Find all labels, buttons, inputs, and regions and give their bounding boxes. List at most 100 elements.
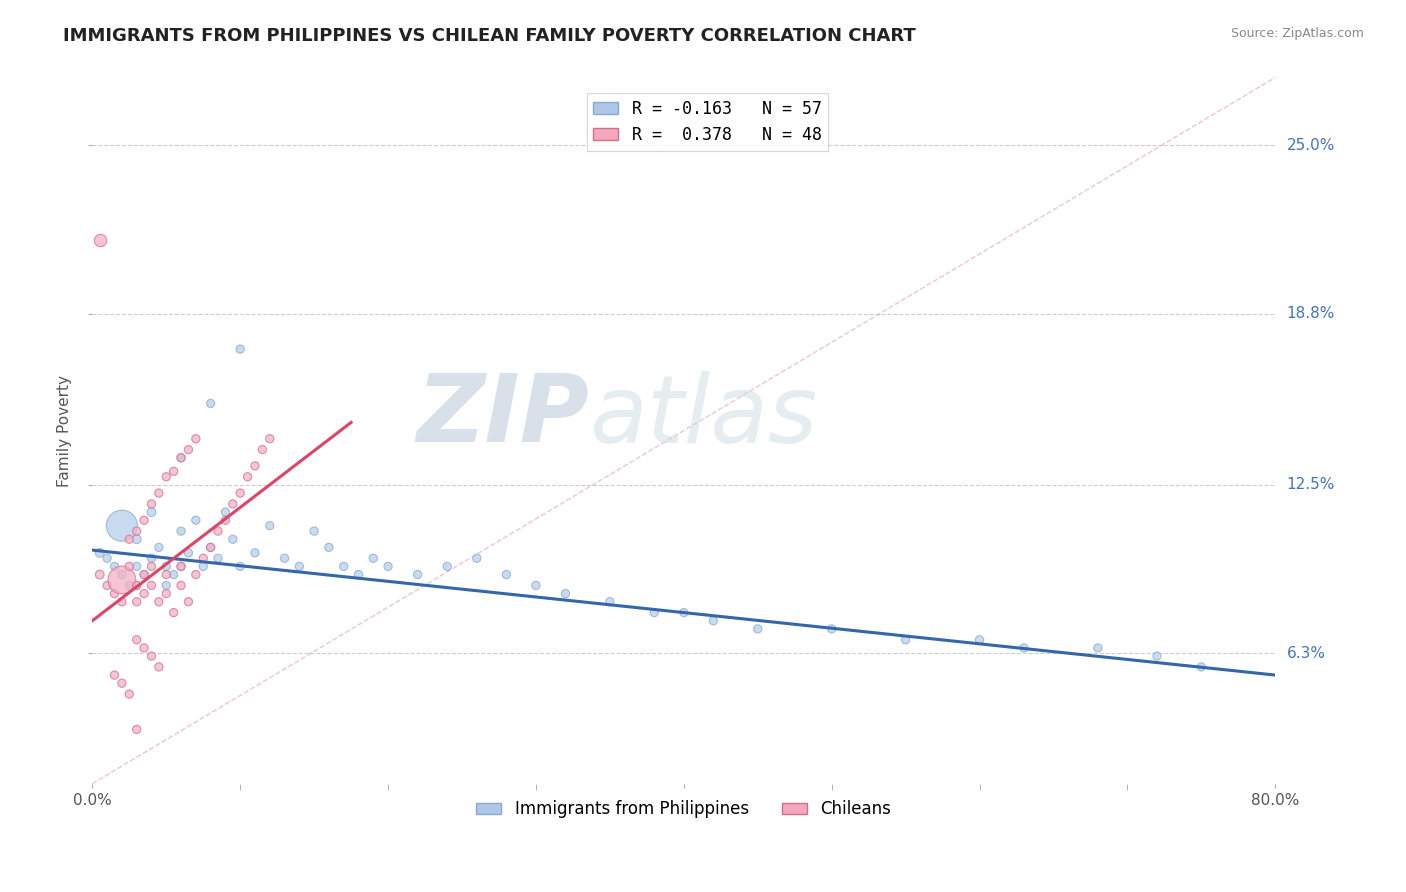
Point: [702, 614, 724, 628]
Point: [332, 559, 354, 574]
Point: [361, 551, 384, 566]
Point: [495, 567, 517, 582]
Point: [111, 518, 134, 533]
Y-axis label: Family Poverty: Family Poverty: [58, 375, 72, 487]
Point: [184, 513, 207, 527]
Point: [184, 432, 207, 446]
Point: [89, 546, 111, 560]
Point: [141, 648, 163, 663]
Point: [118, 578, 141, 592]
Point: [302, 524, 325, 538]
Point: [111, 676, 134, 690]
Point: [170, 559, 193, 574]
Point: [163, 606, 186, 620]
Point: [524, 578, 547, 592]
Point: [103, 668, 125, 682]
Point: [163, 567, 186, 582]
Point: [318, 541, 340, 555]
Point: [672, 606, 695, 620]
Point: [111, 573, 134, 587]
Point: [1087, 640, 1109, 655]
Text: atlas: atlas: [589, 371, 817, 462]
Point: [155, 586, 177, 600]
Point: [177, 546, 200, 560]
Point: [148, 660, 170, 674]
Point: [125, 632, 148, 647]
Point: [894, 632, 917, 647]
Point: [125, 533, 148, 547]
Point: [229, 559, 252, 574]
Point: [184, 567, 207, 582]
Point: [89, 234, 111, 248]
Point: [132, 640, 155, 655]
Point: [132, 586, 155, 600]
Point: [200, 541, 222, 555]
Point: [170, 559, 193, 574]
Point: [252, 442, 274, 457]
Point: [96, 578, 118, 592]
Point: [125, 578, 148, 592]
Point: [170, 524, 193, 538]
Point: [141, 578, 163, 592]
Text: 18.8%: 18.8%: [1286, 306, 1334, 321]
Point: [821, 622, 844, 636]
Point: [111, 595, 134, 609]
Point: [236, 469, 259, 483]
Point: [170, 450, 193, 465]
Point: [222, 497, 245, 511]
Point: [229, 342, 252, 356]
Point: [155, 578, 177, 592]
Point: [118, 559, 141, 574]
Point: [193, 559, 215, 574]
Point: [969, 632, 991, 647]
Point: [125, 559, 148, 574]
Text: ZIP: ZIP: [416, 370, 589, 462]
Legend: Immigrants from Philippines, Chileans: Immigrants from Philippines, Chileans: [470, 794, 898, 825]
Point: [214, 505, 236, 519]
Point: [118, 687, 141, 701]
Point: [148, 486, 170, 500]
Point: [163, 464, 186, 478]
Point: [177, 442, 200, 457]
Point: [103, 559, 125, 574]
Point: [103, 586, 125, 600]
Point: [132, 513, 155, 527]
Point: [229, 486, 252, 500]
Point: [747, 622, 769, 636]
Point: [170, 578, 193, 592]
Point: [89, 567, 111, 582]
Point: [141, 551, 163, 566]
Point: [347, 567, 370, 582]
Point: [193, 551, 215, 566]
Point: [125, 595, 148, 609]
Point: [243, 546, 266, 560]
Text: 12.5%: 12.5%: [1286, 477, 1334, 492]
Point: [118, 533, 141, 547]
Point: [132, 567, 155, 582]
Point: [141, 497, 163, 511]
Point: [465, 551, 488, 566]
Point: [125, 524, 148, 538]
Text: IMMIGRANTS FROM PHILIPPINES VS CHILEAN FAMILY POVERTY CORRELATION CHART: IMMIGRANTS FROM PHILIPPINES VS CHILEAN F…: [63, 27, 917, 45]
Point: [1146, 648, 1168, 663]
Text: Source: ZipAtlas.com: Source: ZipAtlas.com: [1230, 27, 1364, 40]
Point: [554, 586, 576, 600]
Point: [125, 578, 148, 592]
Point: [222, 533, 245, 547]
Point: [148, 595, 170, 609]
Point: [155, 567, 177, 582]
Point: [141, 559, 163, 574]
Point: [141, 505, 163, 519]
Point: [406, 567, 429, 582]
Point: [155, 469, 177, 483]
Point: [200, 396, 222, 410]
Point: [1012, 640, 1035, 655]
Point: [155, 559, 177, 574]
Point: [243, 458, 266, 473]
Point: [207, 524, 229, 538]
Point: [200, 541, 222, 555]
Point: [111, 567, 134, 582]
Point: [273, 551, 295, 566]
Point: [377, 559, 399, 574]
Point: [259, 518, 281, 533]
